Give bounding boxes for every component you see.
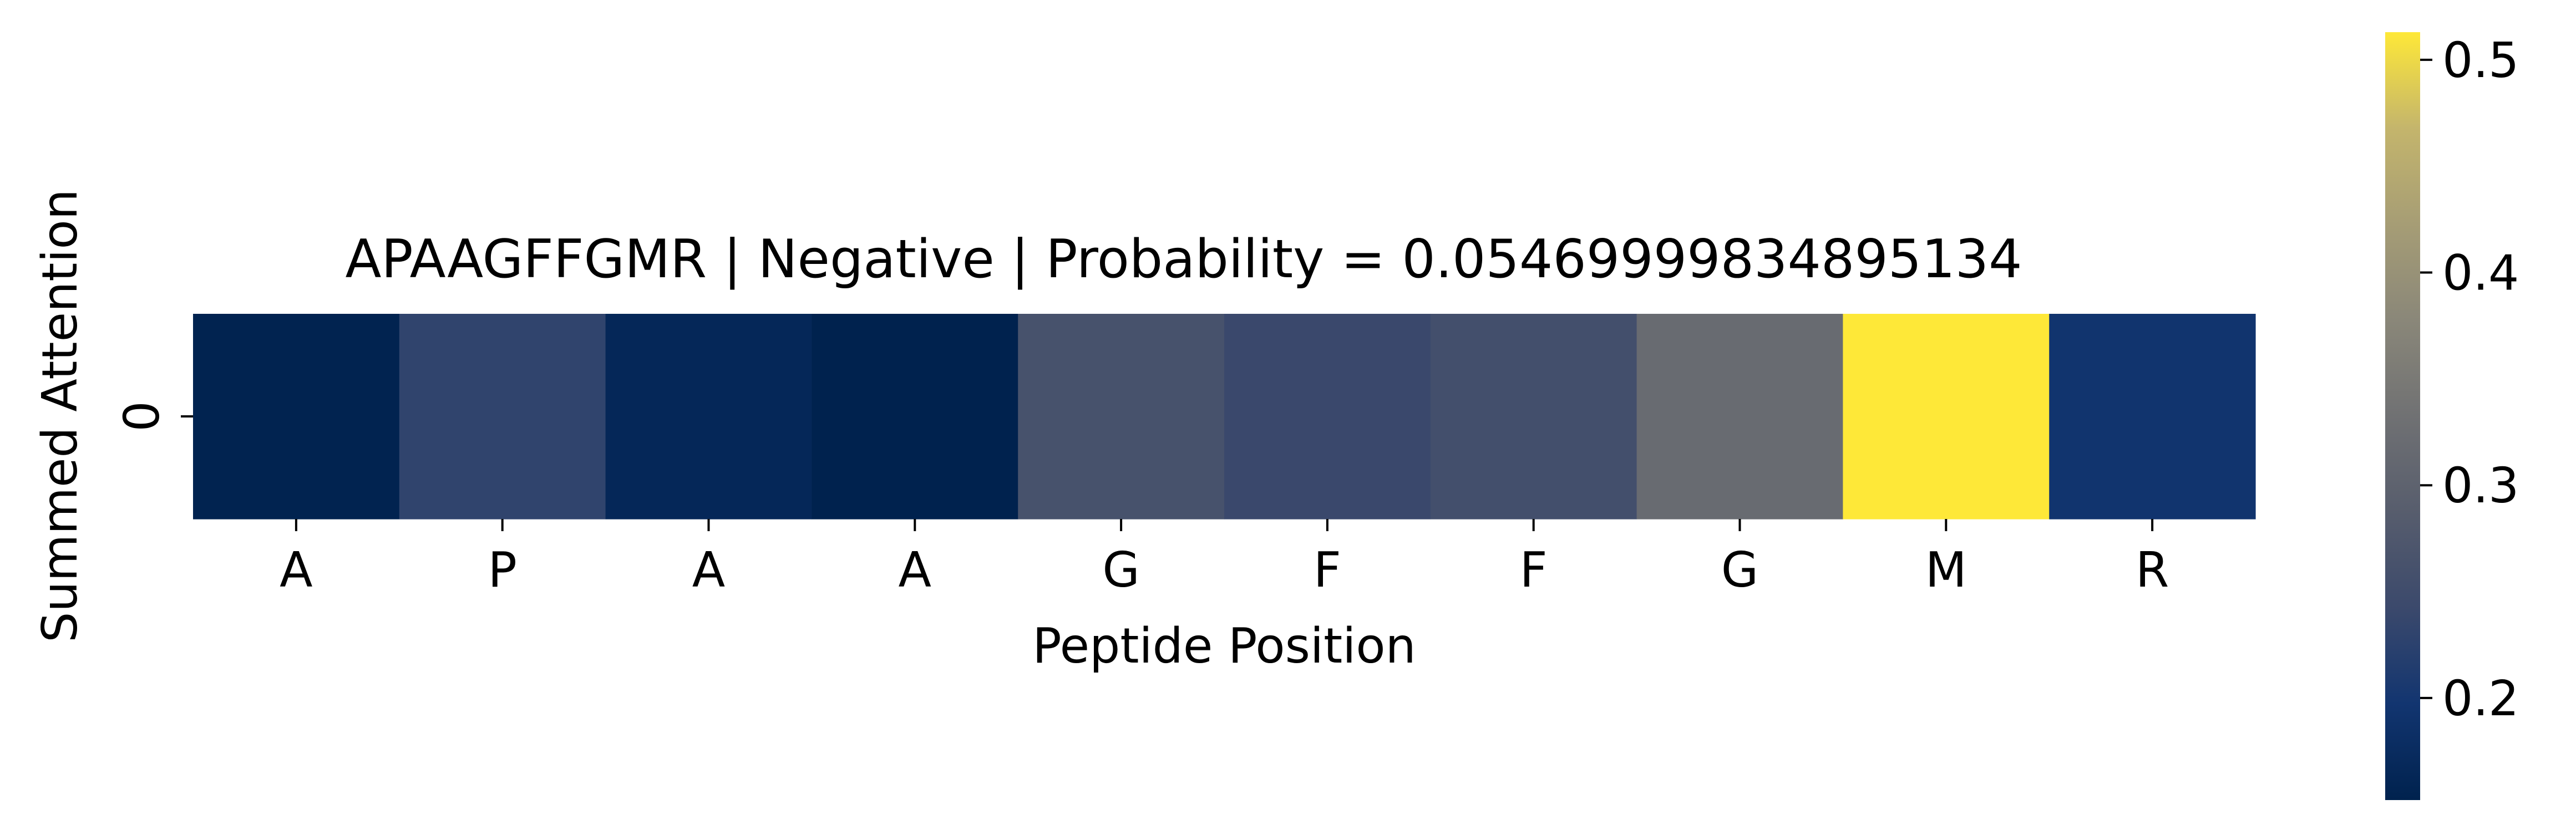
heatmap-cell	[399, 314, 606, 520]
colorbar-tick-label: 0.2	[2442, 670, 2519, 727]
x-tick-label: F	[1520, 542, 1548, 598]
heatmap-cell	[1430, 314, 1637, 520]
x-tick-label: A	[899, 542, 932, 598]
heatmap-cell	[193, 314, 400, 520]
heatmap-cell	[1636, 314, 1843, 520]
chart-title: APAAGFFGMR | Negative | Probability = 0.…	[345, 229, 2022, 290]
heatmap-cells	[193, 314, 2256, 520]
y-tick-label: 0	[114, 401, 170, 431]
heatmap-cell	[1843, 314, 2050, 520]
heatmap-cell	[812, 314, 1018, 520]
x-tick-label: P	[488, 542, 516, 598]
heatmap-cell	[1224, 314, 1431, 520]
x-tick-label: F	[1314, 542, 1341, 598]
x-tick-label: R	[2136, 542, 2169, 598]
colorbar-tick-label: 0.4	[2442, 245, 2519, 302]
colorbar-tick-label: 0.5	[2442, 32, 2519, 89]
y-axis-label: Summed Attention	[32, 189, 88, 643]
heatmap-cell	[605, 314, 812, 520]
heatmap-cell	[2049, 314, 2256, 520]
x-tick-label: A	[692, 542, 726, 598]
x-axis-label: Peptide Position	[1032, 618, 1416, 674]
x-tick-label: G	[1102, 542, 1139, 598]
colorbar-tick-label: 0.3	[2442, 457, 2519, 514]
x-tick-label: G	[1721, 542, 1758, 598]
y-axis: 0	[114, 401, 193, 432]
heatmap-cell	[1018, 314, 1225, 520]
colorbar-ticks: 0.2 0.3 0.4 0.5	[2420, 32, 2519, 727]
x-tick-label: M	[1925, 542, 1967, 598]
x-tick-label: A	[280, 542, 313, 598]
colorbar	[2385, 32, 2420, 800]
